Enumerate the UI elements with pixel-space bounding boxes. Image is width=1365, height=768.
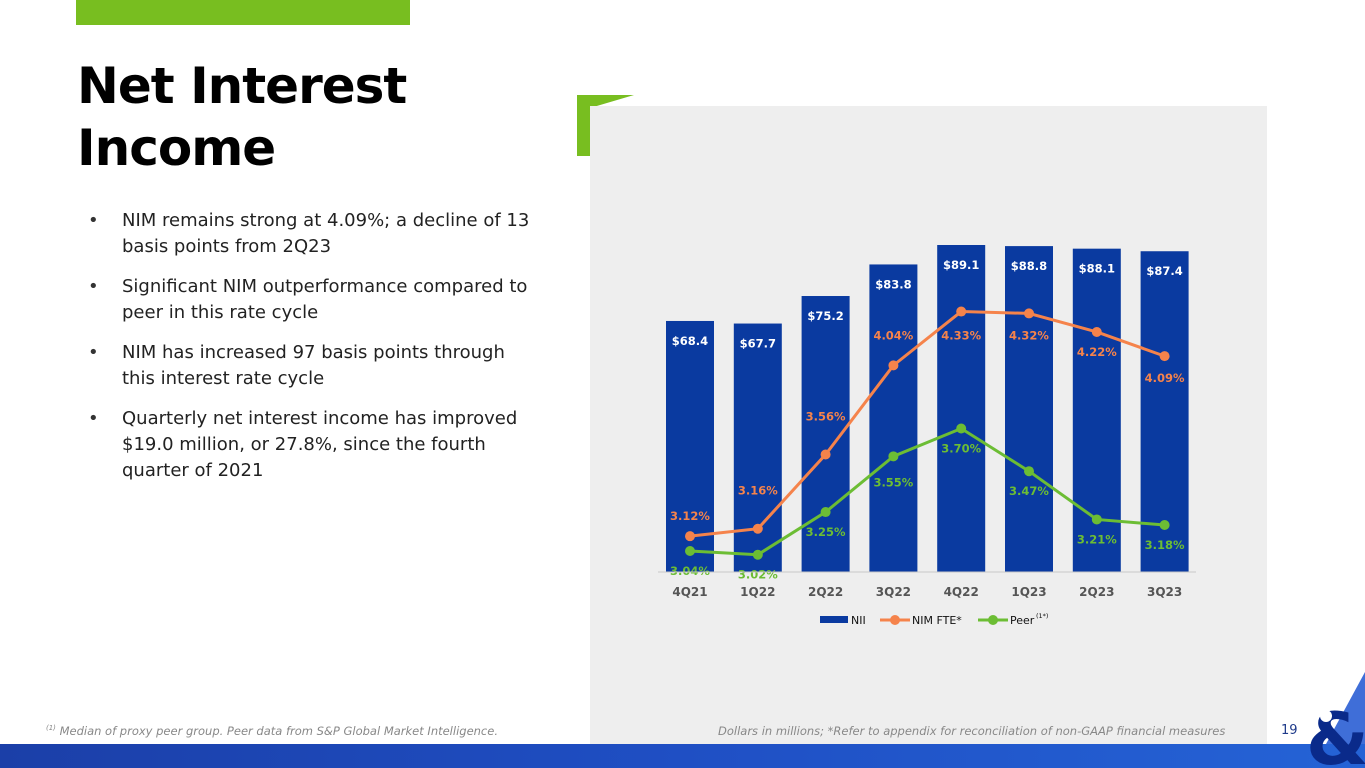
peer-point-4Q22 <box>956 423 967 434</box>
footnote-right: Dollars in millions; *Refer to appendix … <box>718 724 1226 738</box>
nim-point-1Q22 <box>752 523 763 534</box>
chart-legend: NII NIM FTE* Peer (1*) <box>820 612 1048 627</box>
nii-label-1Q22: $67.7 <box>740 337 776 351</box>
nii-bar-3Q23 <box>1140 251 1189 572</box>
x-tick-4Q22: 4Q22 <box>944 585 979 599</box>
bullet-item: Quarterly net interest income has improv… <box>88 406 533 484</box>
peer-label-4Q21: 3.04% <box>670 564 710 578</box>
peer-label-3Q23: 3.18% <box>1145 538 1185 552</box>
peer-label-2Q23: 3.21% <box>1077 532 1117 546</box>
nim-label-4Q22: 4.33% <box>941 329 981 343</box>
bars-layer <box>666 245 1189 572</box>
peer-label-4Q22: 3.70% <box>941 442 981 456</box>
nii-label-2Q23: $88.1 <box>1079 262 1115 276</box>
nim-line <box>689 310 1166 538</box>
legend-nii-label: NII <box>851 614 866 627</box>
peer-label-1Q23: 3.47% <box>1009 484 1049 498</box>
svg-text:&: & <box>1306 697 1365 768</box>
nii-label-1Q23: $88.8 <box>1011 259 1047 273</box>
peer-point-1Q23 <box>1024 466 1034 477</box>
lines-layer <box>685 306 1170 560</box>
peer-point-3Q23 <box>1159 520 1170 531</box>
peer-label-1Q22: 3.02% <box>738 568 778 582</box>
bullet-list: NIM remains strong at 4.09%; a decline o… <box>88 208 533 498</box>
legend-peer-label: Peer <box>1010 614 1035 627</box>
nim-label-4Q21: 3.12% <box>670 509 710 523</box>
nii-bar-4Q21 <box>666 320 714 572</box>
bullet-item: NIM has increased 97 basis points throug… <box>88 340 533 392</box>
footnote-left: (1) Median of proxy peer group. Peer dat… <box>46 724 498 738</box>
x-tick-labels: 4Q21 1Q22 2Q22 3Q22 4Q22 1Q23 2Q23 3Q23 <box>672 585 1182 599</box>
bullet-item: Significant NIM outperformance compared … <box>88 274 533 326</box>
nii-label-3Q23: $87.4 <box>1146 264 1182 278</box>
nii-nim-chart: $68.4 $67.7 $75.2 $83.8 $89.1 $88.8 $88.1 $87.4… <box>658 245 1196 627</box>
peer-point-2Q23 <box>1091 514 1102 525</box>
nim-point-2Q22 <box>820 449 831 460</box>
nim-point-3Q22 <box>888 360 899 371</box>
nii-bar-4Q22 <box>937 245 986 572</box>
nii-bar-3Q22 <box>869 264 918 572</box>
legend-nim-marker <box>890 615 900 625</box>
nii-label-3Q22: $83.8 <box>875 277 911 291</box>
chart-panel: $68.4 $67.7 $75.2 $83.8 $89.1 $88.8 $88.1 $87.4… <box>590 106 1267 746</box>
legend-peer-sup: (1*) <box>1036 612 1048 620</box>
peer-label-2Q22: 3.25% <box>806 525 846 539</box>
ampersand-logo-icon: & <box>1306 672 1365 768</box>
peer-point-1Q22 <box>752 549 763 560</box>
peer-label-3Q22: 3.55% <box>873 475 913 489</box>
x-tick-4Q21: 4Q21 <box>672 585 707 599</box>
nim-label-3Q23: 4.09% <box>1145 371 1185 385</box>
x-tick-3Q22: 3Q22 <box>876 585 911 599</box>
nim-label-1Q23: 4.32% <box>1009 328 1049 342</box>
nim-label-2Q23: 4.22% <box>1077 345 1117 359</box>
legend-peer-marker <box>988 615 998 625</box>
footnote-marker: (1) <box>46 724 56 733</box>
bottom-band <box>0 744 1365 768</box>
nim-point-2Q23 <box>1091 326 1102 337</box>
title-line-2: Income <box>77 119 276 177</box>
nim-point-3Q23 <box>1159 351 1170 362</box>
footnote-text: Median of proxy peer group. Peer data fr… <box>59 724 498 738</box>
page-number: 19 <box>1281 723 1298 738</box>
x-tick-2Q23: 2Q23 <box>1079 585 1114 599</box>
nii-bar-1Q23 <box>1005 246 1053 572</box>
corner-accent <box>577 95 634 156</box>
peer-line <box>689 426 1165 557</box>
x-tick-2Q22: 2Q22 <box>808 585 843 599</box>
peer-point-4Q21 <box>685 546 695 557</box>
peer-point-2Q22 <box>820 507 831 518</box>
x-tick-1Q22: 1Q22 <box>740 585 775 599</box>
nim-point-4Q22 <box>956 306 967 317</box>
legend-nim-label: NIM FTE* <box>912 614 962 627</box>
page-title: Net Interest Income <box>77 55 497 179</box>
x-tick-1Q23: 1Q23 <box>1011 585 1046 599</box>
labels-layer: $68.4 $67.7 $75.2 $83.8 $89.1 $88.8 $88.1 $87.4… <box>670 258 1185 582</box>
peer-point-3Q22 <box>888 451 899 462</box>
top-accent-bar <box>76 0 410 25</box>
nim-point-4Q21 <box>685 531 695 542</box>
nim-label-2Q22: 3.56% <box>806 409 846 423</box>
nim-label-1Q22: 3.16% <box>738 484 778 498</box>
nii-label-2Q22: $75.2 <box>807 309 843 323</box>
nim-point-1Q23 <box>1024 308 1034 319</box>
x-tick-3Q23: 3Q23 <box>1147 585 1182 599</box>
bullet-item: NIM remains strong at 4.09%; a decline o… <box>88 208 533 260</box>
nim-label-3Q22: 4.04% <box>873 328 913 342</box>
nii-bar-1Q22 <box>733 323 782 572</box>
title-line-1: Net Interest <box>77 57 407 115</box>
legend-nii-swatch <box>820 616 848 623</box>
nii-label-4Q21: $68.4 <box>672 334 708 348</box>
nii-label-4Q22: $89.1 <box>943 258 979 272</box>
